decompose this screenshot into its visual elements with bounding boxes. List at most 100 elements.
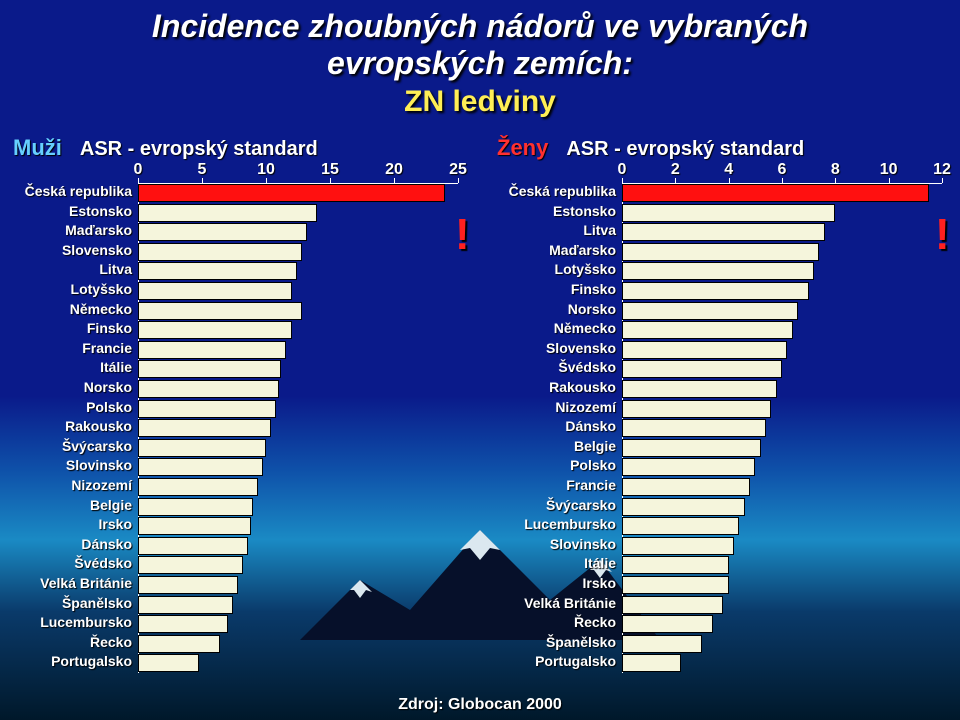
bar-row: Finsko	[492, 281, 952, 301]
bar	[138, 419, 271, 437]
panel-male: Muži ASR - evropský standard 0510152025Č…	[8, 135, 468, 705]
category-label: Norsko	[492, 301, 616, 317]
bar-row: Rakousko	[492, 379, 952, 399]
bar-row: Dánsko	[492, 418, 952, 438]
bar	[138, 223, 307, 241]
bar-row: Maďarsko	[492, 242, 952, 262]
bar-row: Slovensko	[8, 242, 468, 262]
bar-row: Řecko	[492, 614, 952, 634]
category-label: Rakousko	[492, 379, 616, 395]
category-label: Česká republika	[8, 183, 132, 199]
bar-row: Irsko	[492, 575, 952, 595]
bar	[138, 458, 263, 476]
bar-row: Polsko	[492, 457, 952, 477]
category-label: Německo	[492, 320, 616, 336]
bar	[622, 184, 929, 202]
bar	[622, 360, 782, 378]
tick-label: 25	[449, 161, 467, 179]
tick-label: 0	[134, 161, 143, 179]
bar	[622, 341, 787, 359]
bar-row: Maďarsko	[8, 222, 468, 242]
bar	[138, 576, 238, 594]
category-label: Slovinsko	[8, 457, 132, 473]
tick-label: 6	[778, 161, 787, 179]
tick-label: 5	[198, 161, 207, 179]
bar-row: Lucembursko	[8, 614, 468, 634]
category-label: Finsko	[492, 281, 616, 297]
bar-row: Francie	[8, 340, 468, 360]
title-line2: evropských zemích:	[327, 45, 633, 81]
bar-row: Belgie	[492, 438, 952, 458]
category-label: Norsko	[8, 379, 132, 395]
bar	[138, 635, 220, 653]
category-label: Švýcarsko	[8, 438, 132, 454]
category-label: Švédsko	[492, 359, 616, 375]
bar-row: Litva	[492, 222, 952, 242]
bar	[138, 654, 199, 672]
category-label: Itálie	[492, 555, 616, 571]
tick-label: 2	[671, 161, 680, 179]
chart-title: Incidence zhoubných nádorů ve vybraných …	[0, 8, 960, 119]
category-label: Řecko	[8, 634, 132, 650]
bar	[622, 635, 702, 653]
bar-row: Švédsko	[492, 359, 952, 379]
gender-label-male: Muži	[13, 135, 62, 161]
bar	[622, 478, 750, 496]
bar	[622, 243, 819, 261]
gender-label-female: Ženy	[497, 135, 548, 161]
tick-label: 12	[933, 161, 951, 179]
bar	[622, 380, 777, 398]
bar	[138, 556, 243, 574]
tick-label: 10	[257, 161, 275, 179]
tick-label: 10	[880, 161, 898, 179]
bar	[622, 537, 734, 555]
bar-row: Francie	[492, 477, 952, 497]
bar	[622, 439, 761, 457]
category-label: Nizozemí	[8, 477, 132, 493]
bar	[138, 204, 317, 222]
category-label: Nizozemí	[492, 399, 616, 415]
category-label: Lucembursko	[8, 614, 132, 630]
bar-row: Itálie	[492, 555, 952, 575]
category-label: Belgie	[8, 497, 132, 513]
bar-row: Španělsko	[492, 634, 952, 654]
category-label: Portugalsko	[492, 653, 616, 669]
bar	[138, 517, 251, 535]
category-label: Německo	[8, 301, 132, 317]
category-label: Polsko	[8, 399, 132, 415]
source-label: Zdroj: Globocan 2000	[0, 696, 960, 714]
bar	[138, 262, 297, 280]
tick-label: 4	[724, 161, 733, 179]
bar	[138, 596, 233, 614]
category-label: Polsko	[492, 457, 616, 473]
category-label: Estonsko	[492, 203, 616, 219]
exclaim-female: !	[935, 210, 950, 260]
chart-area-male: 0510152025Česká republikaEstonskoMaďarsk…	[8, 163, 468, 683]
category-label: Švýcarsko	[492, 497, 616, 513]
bar-row: Slovinsko	[492, 536, 952, 556]
category-label: Dánsko	[8, 536, 132, 552]
category-label: Portugalsko	[8, 653, 132, 669]
bar-row: Portugalsko	[492, 653, 952, 673]
bar-row: Nizozemí	[492, 399, 952, 419]
category-label: Lotyšsko	[492, 261, 616, 277]
bar	[138, 400, 276, 418]
bar-row: Lotyšsko	[8, 281, 468, 301]
bar-row: Estonsko	[8, 203, 468, 223]
bar	[138, 360, 281, 378]
bar-row: Velká Británie	[492, 595, 952, 615]
bar-row: Irsko	[8, 516, 468, 536]
axis-label-female: ASR - evropský standard	[566, 138, 804, 161]
bar-row: Litva	[8, 261, 468, 281]
bar	[138, 615, 228, 633]
category-label: Španělsko	[8, 595, 132, 611]
bar	[138, 537, 248, 555]
tick-label: 20	[385, 161, 403, 179]
bar-row: Velká Británie	[8, 575, 468, 595]
bar	[138, 439, 266, 457]
category-label: Slovensko	[492, 340, 616, 356]
bar-row: Slovinsko	[8, 457, 468, 477]
bar-row: Itálie	[8, 359, 468, 379]
category-label: Švédsko	[8, 555, 132, 571]
bar	[138, 478, 258, 496]
